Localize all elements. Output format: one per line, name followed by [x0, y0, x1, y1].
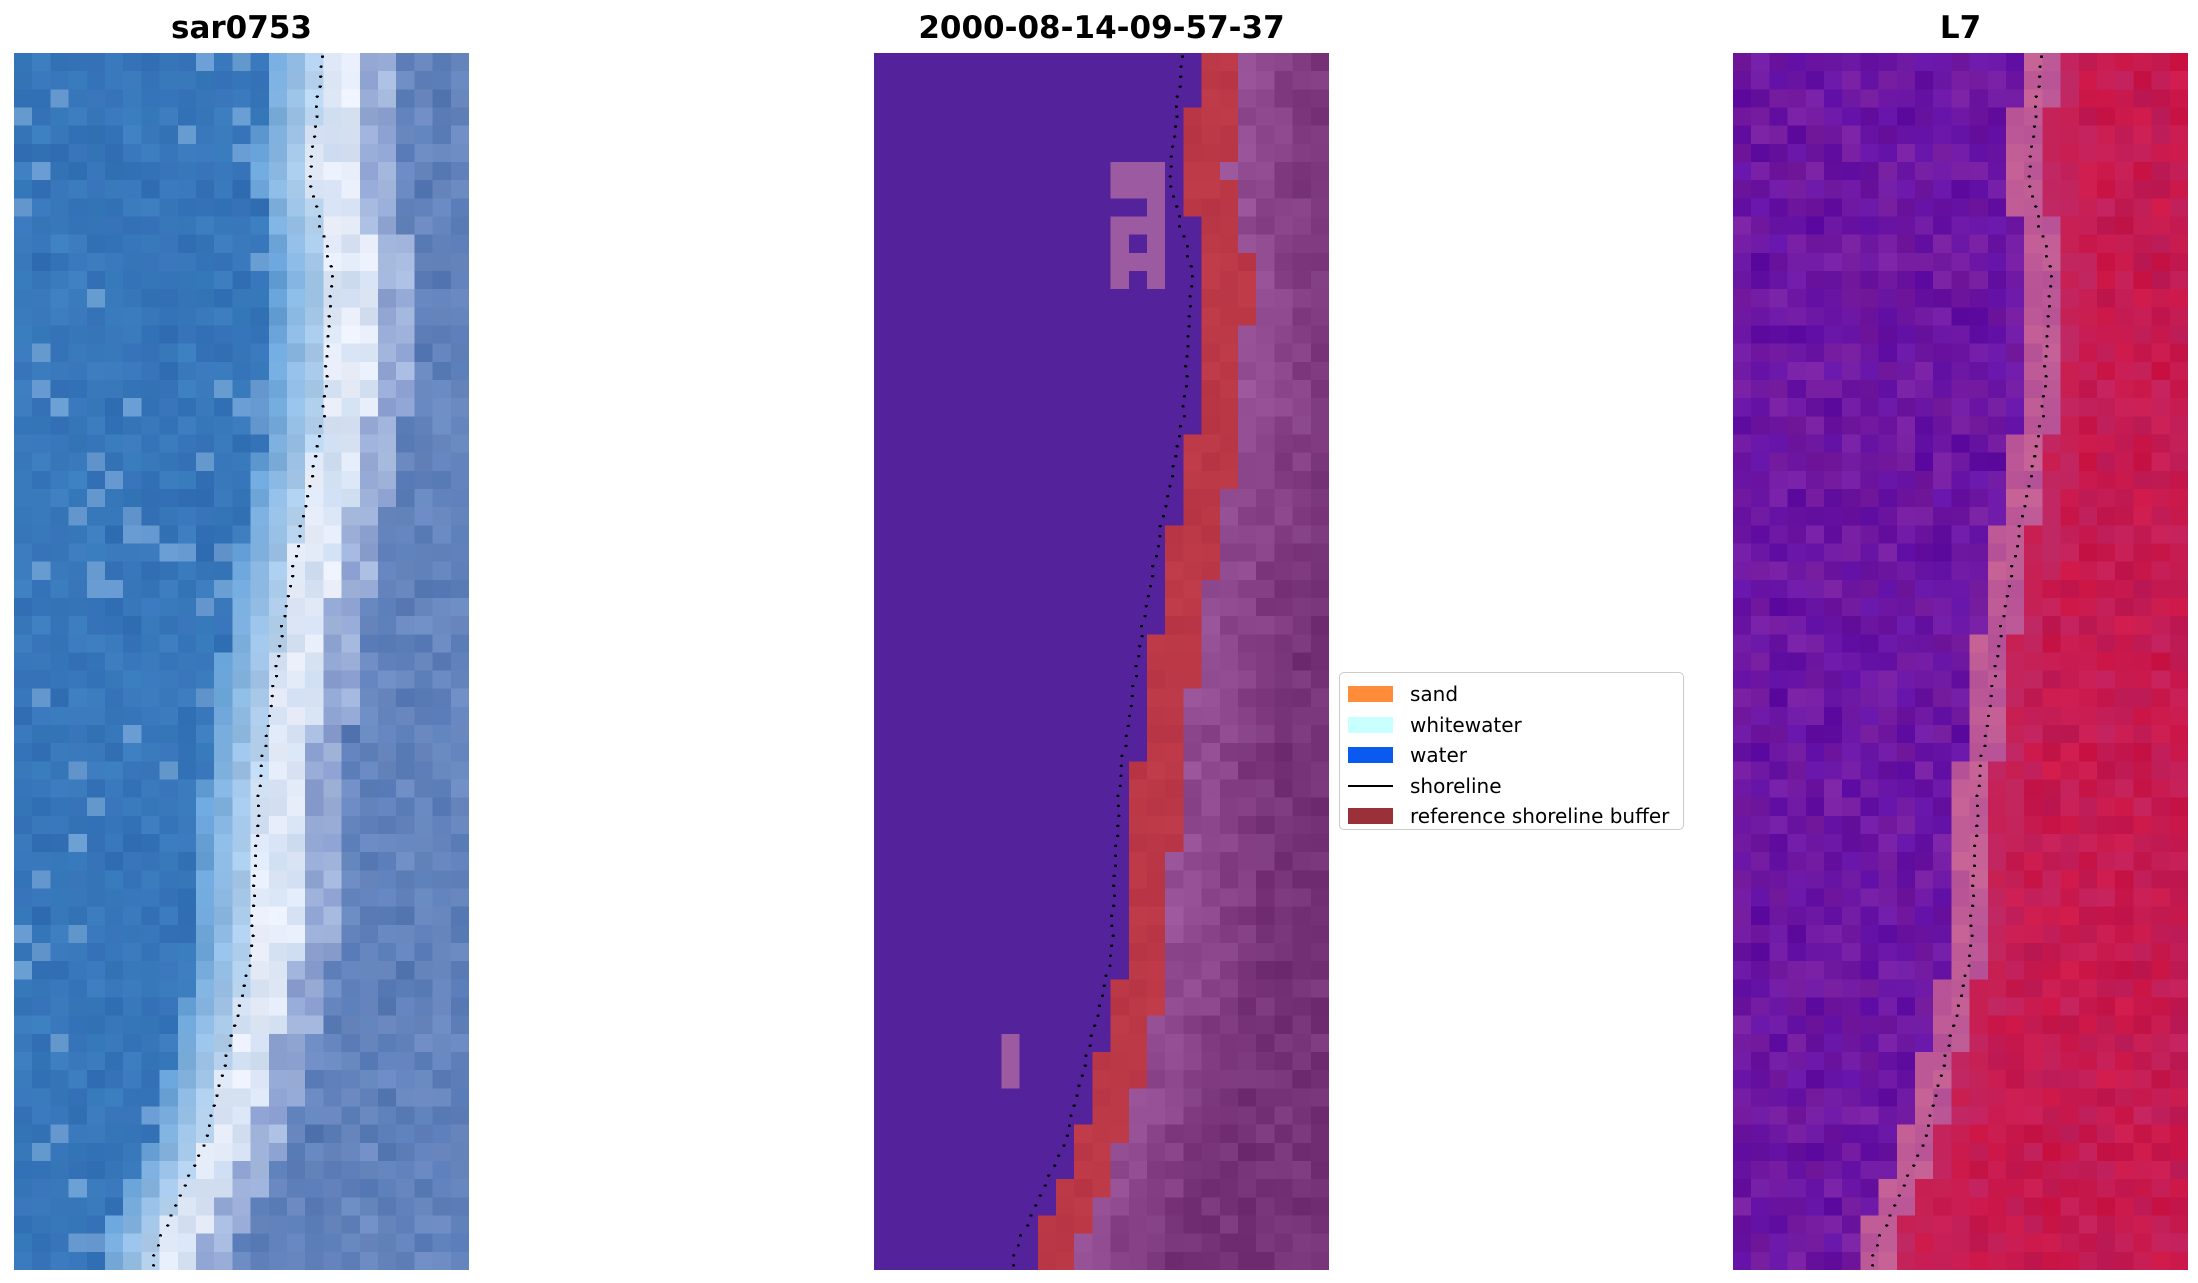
- rgb-image-panel: [14, 53, 469, 1270]
- legend-label-shoreline: shoreline: [1410, 773, 1502, 798]
- legend-item-water: water: [1348, 740, 1683, 771]
- legend-swatch-sand: [1348, 686, 1393, 703]
- legend-item-shoreline: shoreline: [1348, 771, 1683, 802]
- panel-title-index: L7: [1939, 10, 1982, 46]
- rgb-image: [14, 53, 469, 1270]
- legend-swatch-water: [1348, 747, 1393, 764]
- legend-label-sand: sand: [1410, 682, 1459, 707]
- legend-label-whitewater: whitewater: [1410, 712, 1522, 737]
- legend: sand whitewater water shoreline referenc…: [1339, 672, 1684, 830]
- legend-item-reference-buffer: reference shoreline buffer: [1348, 801, 1683, 832]
- index-image-panel: [1733, 53, 2188, 1270]
- shoreline-points: [1011, 55, 1195, 1267]
- legend-swatch-reference-buffer: [1348, 808, 1393, 825]
- legend-label-water: water: [1410, 743, 1467, 768]
- shoreline-points: [151, 55, 335, 1267]
- panel-title-classified: 2000-08-14-09-57-37: [918, 10, 1285, 46]
- legend-swatch-whitewater: [1348, 716, 1393, 733]
- index-image: [1733, 53, 2188, 1270]
- classified-image: [874, 53, 1329, 1270]
- panel-title-rgb: sar0753: [171, 10, 312, 46]
- legend-item-whitewater: whitewater: [1348, 710, 1683, 741]
- shoreline-points: [1870, 55, 2054, 1267]
- legend-line-shoreline: [1348, 784, 1393, 787]
- legend-label-reference-buffer: reference shoreline buffer: [1410, 804, 1670, 829]
- legend-item-sand: sand: [1348, 679, 1683, 710]
- classified-image-panel: [874, 53, 1329, 1270]
